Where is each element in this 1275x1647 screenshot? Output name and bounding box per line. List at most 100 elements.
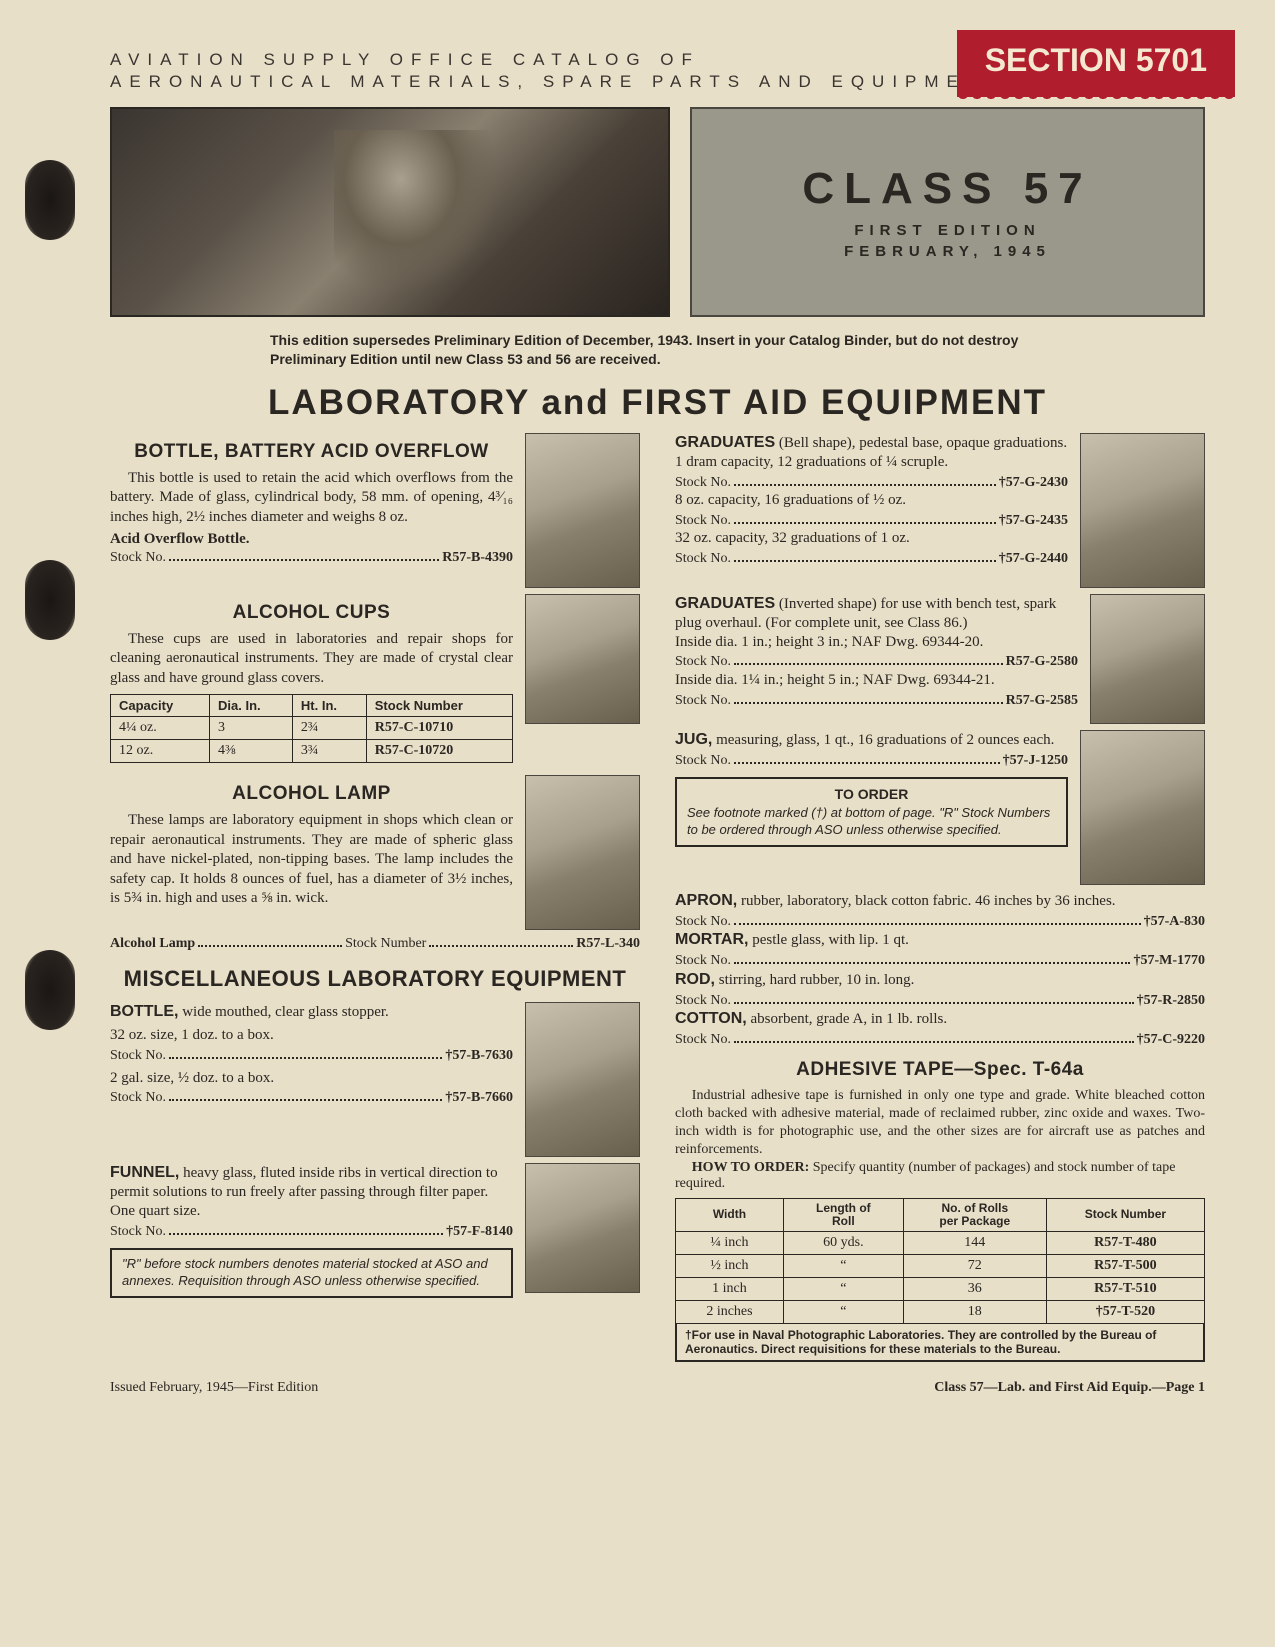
tape-footnote: †For use in Naval Photographic Laborator… — [675, 1324, 1205, 1362]
td: R57-T-480 — [1046, 1231, 1204, 1254]
desc-mortar: pestle glass, with lip. 1 qt. — [752, 932, 909, 948]
table-tape: Width Length of Roll No. of Rolls per Pa… — [675, 1198, 1205, 1324]
stock-no-cotton: †57-C-9220 — [1137, 1031, 1205, 1049]
body-bottle-battery: This bottle is used to retain the acid w… — [110, 469, 513, 528]
lead-bottle-wide: BOTTLE, — [110, 1003, 178, 1020]
head-bottle-battery: BOTTLE, BATTERY ACID OVERFLOW — [110, 441, 513, 463]
section-tab: SECTION 5701 — [957, 30, 1235, 97]
th: Dia. In. — [210, 695, 293, 717]
head-alcohol-cups: ALCOHOL CUPS — [110, 602, 513, 624]
stock-label: Stock No. — [675, 512, 731, 530]
illus-bottle-wide — [525, 1002, 640, 1157]
illus-graduate-inv — [1090, 594, 1205, 724]
supersede-note: This edition supersedes Preliminary Edit… — [270, 331, 1085, 369]
class-block: CLASS 57 FIRST EDITION FEBRUARY, 1945 — [690, 107, 1205, 317]
td: “ — [783, 1254, 903, 1277]
to-order-box: TO ORDER See footnote marked (†) at bott… — [675, 777, 1068, 847]
td: 3 — [210, 717, 293, 740]
body-tape: Industrial adhesive tape is furnished in… — [675, 1087, 1205, 1160]
stock-label: Stock No. — [675, 1031, 731, 1049]
stock-label: Stock No. — [675, 992, 731, 1010]
lead-graduates-bell: GRADUATES — [675, 434, 775, 451]
th: Stock Number — [366, 695, 512, 717]
illus-funnel — [525, 1163, 640, 1293]
desc-graduates-bell: (Bell shape), pedestal base, opaque grad… — [779, 435, 1067, 451]
td: “ — [783, 1277, 903, 1300]
desc-jug: measuring, glass, 1 qt., 16 graduations … — [716, 732, 1054, 748]
head-alcohol-lamp: ALCOHOL LAMP — [110, 783, 513, 805]
body-alcohol-cups: These cups are used in laboratories and … — [110, 630, 513, 689]
td: 3¾ — [292, 740, 366, 763]
td: 144 — [903, 1231, 1046, 1254]
stock-no-funnel: †57-F-8140 — [446, 1223, 513, 1241]
desc-rod: stirring, hard rubber, 10 in. long. — [719, 972, 915, 988]
td: 4⅜ — [210, 740, 293, 763]
desc-apron: rubber, laboratory, black cotton fabric.… — [741, 893, 1116, 909]
stock-no-mortar: †57-M-1770 — [1133, 952, 1205, 970]
td: R57-T-500 — [1046, 1254, 1204, 1277]
desc-bottle-wide: wide mouthed, clear glass stopper. — [182, 1004, 389, 1020]
td: 2¾ — [292, 717, 366, 740]
stock-no-jug: †57-J-1250 — [1003, 752, 1068, 770]
illus-battery-bottle — [525, 433, 640, 588]
th: Stock Number — [1046, 1198, 1204, 1231]
td: 2 inches — [676, 1300, 784, 1323]
th: Capacity — [111, 695, 210, 717]
stock-no: R57-G-2585 — [1006, 692, 1078, 710]
td: ¼ inch — [676, 1231, 784, 1254]
stock-label: Stock No. — [110, 1047, 166, 1065]
illus-graduate-bell — [1080, 433, 1205, 588]
footer-right: Class 57—Lab. and First Aid Equip.—Page … — [934, 1380, 1205, 1396]
class-subtitle: FIRST EDITION — [854, 222, 1040, 239]
td: 36 — [903, 1277, 1046, 1300]
lead-rod: ROD, — [675, 971, 715, 988]
stock-label: Stock No. — [675, 692, 731, 710]
stock-label: Stock No. — [675, 952, 731, 970]
line-bottle-2gal: 2 gal. size, ½ doz. to a box. — [110, 1069, 513, 1088]
th: Ht. In. — [292, 695, 366, 717]
hero-illustration — [110, 107, 670, 317]
head-adhesive-tape: ADHESIVE TAPE—Spec. T-64a — [675, 1059, 1205, 1081]
stock-label: Stock No. — [675, 474, 731, 492]
lead-cotton: COTTON, — [675, 1010, 747, 1027]
th: Width — [676, 1198, 784, 1231]
lead-apron: APRON, — [675, 892, 737, 909]
td: R57-C-10710 — [366, 717, 512, 740]
stock-no: †57-G-2435 — [999, 512, 1068, 530]
line-grad-1dram: 1 dram capacity, 12 graduations of ¼ scr… — [675, 453, 1068, 472]
desc-cotton: absorbent, grade A, in 1 lb. rolls. — [750, 1011, 947, 1027]
illus-jug — [1080, 730, 1205, 885]
td: R57-T-510 — [1046, 1277, 1204, 1300]
to-order-head: TO ORDER — [687, 785, 1056, 803]
stock-no: †57-G-2430 — [999, 474, 1068, 492]
td: 12 oz. — [111, 740, 210, 763]
mid-label: Stock Number — [345, 936, 426, 952]
line-grad-8oz: 8 oz. capacity, 16 graduations of ½ oz. — [675, 491, 1068, 510]
lead-mortar: MORTAR, — [675, 931, 748, 948]
th: No. of Rolls per Package — [903, 1198, 1046, 1231]
stock-no-rod: †57-R-2850 — [1137, 992, 1205, 1010]
stock-no-alcohol-lamp: R57-L-340 — [576, 936, 640, 952]
td: ½ inch — [676, 1254, 784, 1277]
main-title: LABORATORY and FIRST AID EQUIPMENT — [110, 383, 1205, 423]
td: 4¼ oz. — [111, 717, 210, 740]
stock-label: Stock No. — [675, 913, 731, 931]
td: “ — [783, 1300, 903, 1323]
table-alcohol-cups: Capacity Dia. In. Ht. In. Stock Number 4… — [110, 694, 513, 763]
r-stock-note: "R" before stock numbers denotes materia… — [110, 1248, 513, 1298]
stock-label: Stock No. — [675, 752, 731, 770]
td: 60 yds. — [783, 1231, 903, 1254]
stock-no-bottle-2gal: †57-B-7660 — [445, 1089, 513, 1107]
stock-no-battery-bottle: R57-B-4390 — [442, 550, 513, 566]
td: 1 inch — [676, 1277, 784, 1300]
stock-no-apron: †57-A-830 — [1144, 913, 1205, 931]
right-column: GRADUATES (Bell shape), pedestal base, o… — [675, 433, 1205, 1362]
stock-label: Stock No. — [110, 550, 166, 566]
line-grad-inv-1: Inside dia. 1 in.; height 3 in.; NAF Dwg… — [675, 633, 1078, 652]
label-acid-bottle: Acid Overflow Bottle. — [110, 531, 513, 548]
stock-label: Stock No. — [675, 653, 731, 671]
body-alcohol-lamp: These lamps are laboratory equipment in … — [110, 811, 513, 909]
stock-no-bottle-32: †57-B-7630 — [445, 1047, 513, 1065]
left-column: BOTTLE, BATTERY ACID OVERFLOW This bottl… — [110, 433, 640, 1362]
td: †57-T-520 — [1046, 1300, 1204, 1323]
